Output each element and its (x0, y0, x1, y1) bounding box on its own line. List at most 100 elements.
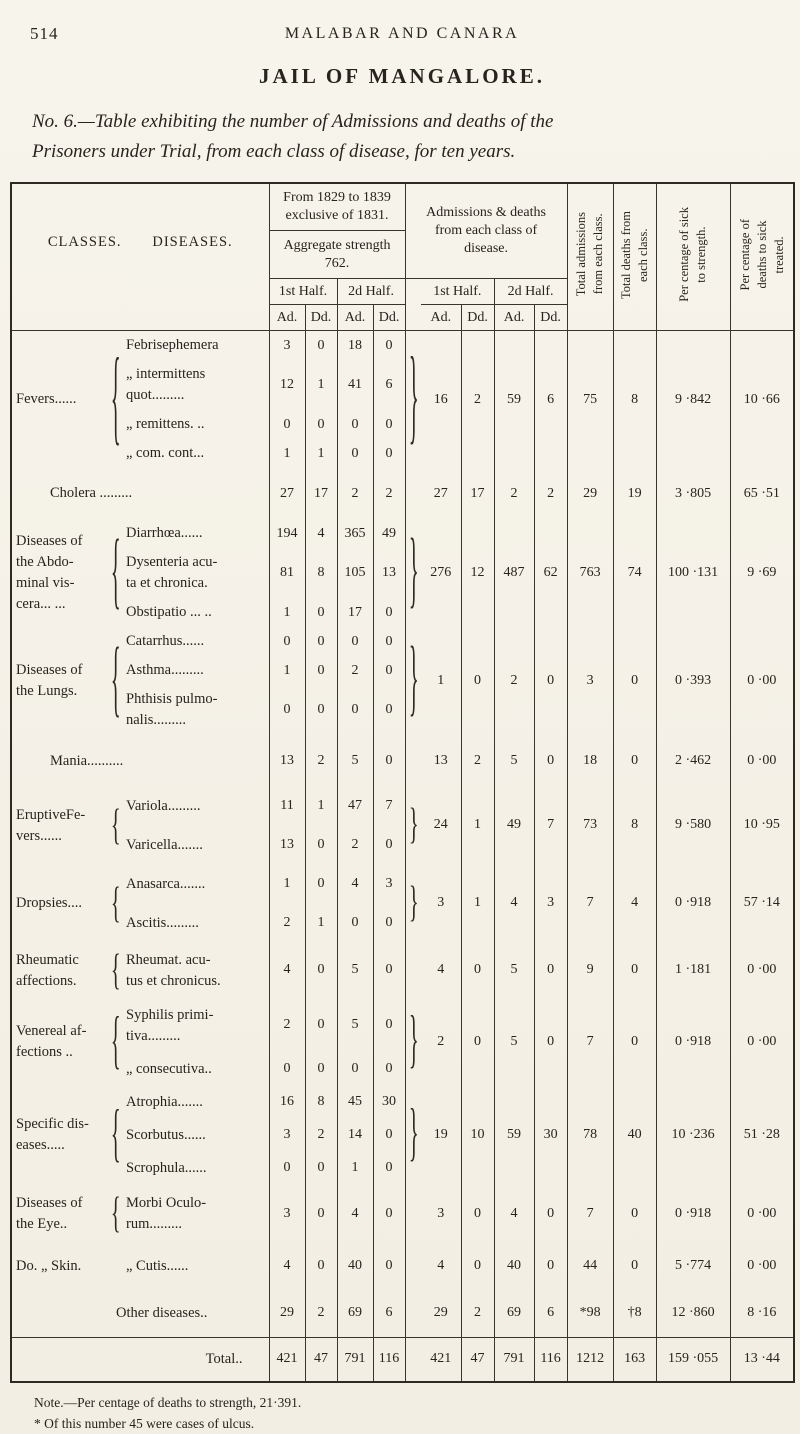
agg-value: 3 (268, 1184, 305, 1243)
note-asterisk: * Of this number 45 were cases of ulcus. (34, 1416, 255, 1432)
total-admissions: 1212 (566, 1336, 614, 1382)
class-label-text: Diseases of the Eye.. (16, 1194, 83, 1232)
agg-value: 0 (336, 439, 373, 469)
adm-value: 791 (493, 1336, 535, 1382)
adm-value: 487 (493, 519, 535, 628)
class-label-text: Rheumatic affections. (16, 951, 79, 989)
adm-value: 0 (460, 627, 495, 736)
agg-value: 0 (304, 1242, 337, 1290)
adm-value: 2 (493, 627, 535, 736)
agg-value: 0 (372, 685, 406, 736)
pct-deaths-to-sick: 0 ·00 (729, 942, 795, 999)
agg-value: 17 (304, 468, 337, 520)
adm-value: 0 (533, 1184, 568, 1243)
agg-value: 11 (268, 786, 305, 826)
admitted-header: Ad. (268, 304, 305, 332)
col-header-pct-sick: Per centage of sick to strength. (655, 182, 731, 332)
disease-name: Ascitis......... (126, 914, 199, 931)
adm-first-half-header: 1st Half. (421, 278, 495, 306)
agg-value: 30 (372, 1085, 406, 1119)
agg-value: 0 (304, 942, 337, 999)
agg-value: 4 (268, 942, 305, 999)
table-body: Fevers......{Febrisephemera 3 0 18 0} 16 2 59 6 7… (11, 330, 795, 1382)
total-admissions: 73 (566, 786, 614, 865)
col-header-total-deaths: Total deaths from each class. (612, 182, 657, 332)
class-label-text: Specific dis- eases..... (16, 1116, 89, 1154)
agg-value: 4 (336, 864, 373, 904)
adm-value: 47 (460, 1336, 495, 1382)
agg-first-half-header: 1st Half. (268, 278, 337, 306)
adm-value: 24 (433, 817, 448, 833)
col-header-pct-deaths: Per centage of deaths to sick treated. (729, 182, 795, 332)
disease-name: „ com. cont... (126, 445, 205, 462)
disease-name: Varicella....... (126, 836, 203, 853)
agg-value: 2 (304, 1118, 337, 1152)
agg-value: 0 (372, 825, 406, 865)
total-deaths: 0 (612, 627, 657, 736)
col-header-total-admissions: Total admissions from each class. (566, 182, 614, 332)
agg-value: 0 (372, 627, 406, 657)
admissions-deaths-header: Admissions & deaths from each class of d… (404, 182, 568, 280)
pct-sick-to-strength: 9 ·842 (655, 330, 731, 469)
agg-value: 0 (304, 864, 337, 904)
agg-value: 47 (304, 1336, 337, 1382)
left-brace: { (111, 1007, 122, 1077)
class-label-text: Venereal af- fections .. (16, 1023, 87, 1061)
pct-deaths-to-sick: 57 ·14 (729, 864, 795, 943)
total-deaths: 0 (612, 735, 657, 787)
agg-value: 0 (336, 627, 373, 657)
agg-value: 2 (268, 998, 305, 1053)
adm-value: 2 (460, 735, 495, 787)
agg-value: 0 (268, 410, 305, 440)
agg-value: 2 (336, 656, 373, 686)
agg-value: 116 (372, 1336, 406, 1382)
total-admissions: 7 (566, 864, 614, 943)
group-brace (404, 1336, 422, 1382)
pct-deaths-to-sick: 0 ·00 (729, 627, 795, 736)
agg-value: 0 (304, 656, 337, 686)
total-admissions: 29 (566, 468, 614, 520)
agg-value: 1 (336, 1151, 373, 1185)
total-deaths: 40 (612, 1085, 657, 1185)
class-label: Rheumatic affections. { (11, 943, 123, 999)
adm-value: 0 (460, 942, 495, 999)
right-brace: } (408, 340, 419, 457)
total-deaths: 74 (612, 519, 657, 628)
agg-value: 4 (336, 1184, 373, 1243)
group-brace: } (404, 519, 422, 628)
total-admissions-label: Total admissions from each class. (574, 212, 606, 297)
group-brace (404, 735, 422, 787)
total-admissions: 7 (566, 998, 614, 1086)
agg-value: 3 (372, 864, 406, 904)
caption-line-1: No. 6.—Table exhibiting the number of Ad… (32, 111, 554, 132)
diseases-label: DISEASES. (152, 233, 233, 250)
agg-value: 27 (268, 468, 305, 520)
class-label: Total.. (11, 1336, 269, 1382)
disease-name: „ consecutiva.. (126, 1060, 212, 1077)
adm-value: 7 (533, 786, 568, 865)
pct-deaths-to-sick: 0 ·00 (729, 998, 795, 1086)
adm-value: 6 (533, 330, 568, 469)
total-deaths: 0 (612, 1184, 657, 1243)
adm-value: 421 (421, 1336, 462, 1382)
class-label: Diseases of the Abdo- minal vis- cera...… (11, 519, 123, 627)
adm-value: 5 (493, 942, 535, 999)
pct-deaths-to-sick: 51 ·28 (729, 1085, 795, 1185)
agg-value: 2 (336, 825, 373, 865)
died-header: Dd. (460, 304, 495, 332)
died-header: Dd. (304, 304, 337, 332)
agg-value: 0 (372, 656, 406, 686)
right-brace: } (408, 1099, 419, 1170)
adm-value: 0 (533, 627, 568, 736)
agg-value: 0 (372, 942, 406, 999)
pct-sick-to-strength: 3 ·805 (655, 468, 731, 520)
footnotes: Note.—Per centage of deaths to strength,… (34, 1392, 794, 1434)
left-brace: { (111, 1190, 122, 1237)
adm-value: 2 (493, 468, 535, 520)
left-brace: { (111, 635, 122, 728)
agg-value: 7 (372, 786, 406, 826)
agg-value: 49 (372, 519, 406, 549)
right-brace: } (408, 1006, 419, 1076)
agg-value: 0 (336, 903, 373, 943)
